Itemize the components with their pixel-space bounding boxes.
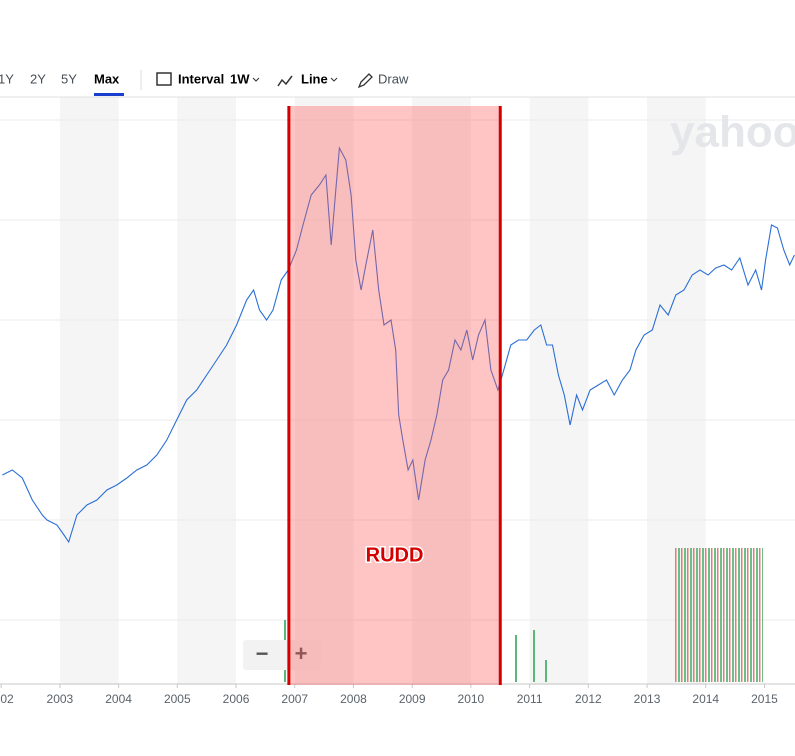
x-tick-label: 2008 (340, 692, 367, 706)
x-tick-label: 2014 (692, 692, 719, 706)
interval-value[interactable]: 1W (230, 71, 250, 86)
interval-label[interactable]: Interval (178, 71, 224, 86)
zoom-controls: − + (243, 640, 321, 670)
x-tick-label: 2013 (634, 692, 661, 706)
grid (0, 119, 795, 621)
chevron (252, 77, 260, 82)
x-tick-label: 2004 (105, 692, 132, 706)
zoom-out[interactable]: − (256, 641, 269, 666)
line-icon (277, 75, 293, 87)
watermark: yahoo (670, 108, 795, 157)
year-band (177, 97, 237, 685)
volume-bars (675, 548, 763, 682)
toolbar: 1Y 2Y 5Y Max Interval 1W Line Draw (0, 70, 409, 96)
range-5y[interactable]: 5Y (61, 71, 77, 86)
zoom-bg (243, 640, 321, 670)
plot (2, 146, 795, 544)
price-line (2, 146, 795, 544)
draw[interactable]: Draw (378, 71, 409, 86)
chevron (330, 77, 338, 82)
x-tick-label: 2003 (47, 692, 74, 706)
range-2y[interactable]: 2Y (30, 71, 46, 86)
range-1y[interactable]: 1Y (0, 71, 14, 86)
highlight-label: RUDD (366, 544, 424, 566)
line-type[interactable]: Line (301, 71, 328, 86)
range-underline (94, 93, 124, 96)
x-tick-label: 2011 (517, 692, 543, 706)
zoom-in[interactable]: + (295, 641, 308, 666)
x-tick-label: 2015 (751, 692, 778, 706)
draw-icon (357, 73, 373, 89)
volume-bar (545, 660, 547, 682)
x-tick-label: 2006 (223, 692, 250, 706)
highlight-band (288, 106, 501, 685)
x-tick-label: 2010 (458, 692, 485, 706)
volume-bar (515, 635, 517, 682)
year-band (529, 97, 589, 685)
volume-bar (533, 630, 535, 682)
year-band (59, 97, 119, 685)
year-bands (59, 97, 706, 685)
interval-icon (156, 72, 172, 86)
x-tick-label: 2009 (399, 692, 426, 706)
x-tick-label: 2007 (281, 692, 308, 706)
x-tick-label: 2012 (575, 692, 602, 706)
x-tick-label: 2005 (164, 692, 191, 706)
x-tick-label: 02 (0, 692, 14, 706)
year-band (294, 97, 354, 685)
year-band (412, 97, 471, 685)
range-max[interactable]: Max (94, 71, 120, 86)
